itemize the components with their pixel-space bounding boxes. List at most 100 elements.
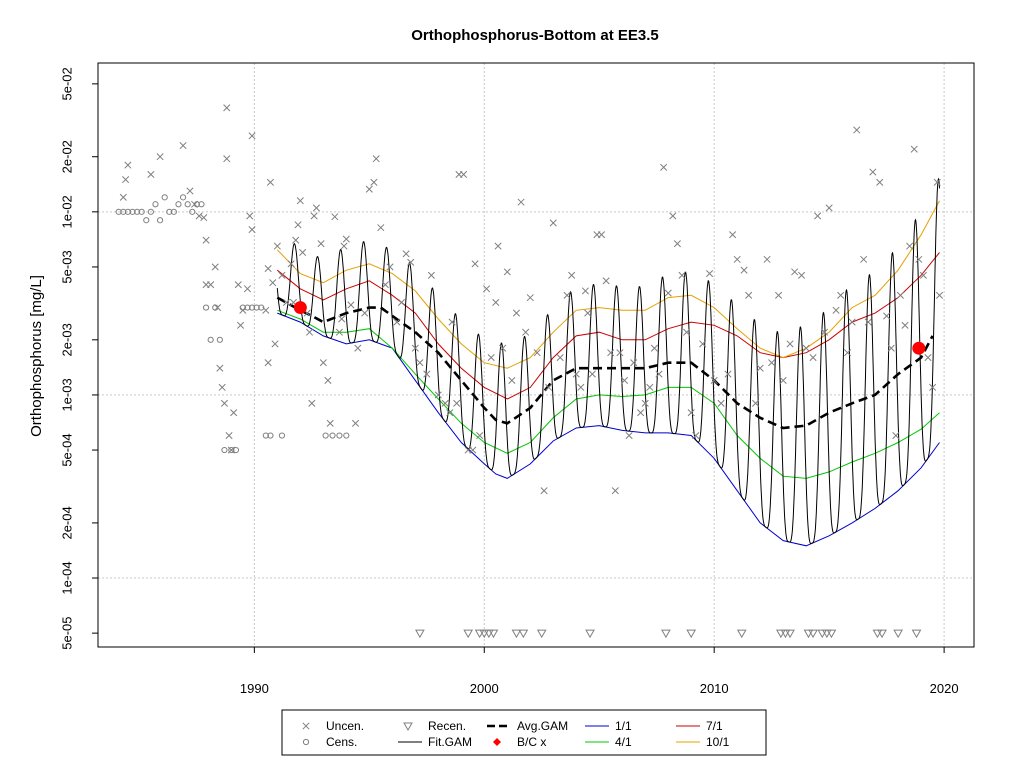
y-tick-label: 1e-02 xyxy=(59,195,74,228)
uncensored-point xyxy=(411,344,419,352)
bc-point xyxy=(912,341,926,355)
uncensored-point xyxy=(933,178,941,186)
uncensored-point xyxy=(724,370,732,378)
uncensored-point xyxy=(901,321,909,329)
legend-label: 4/1 xyxy=(615,735,632,749)
y-tick-label: 2e-04 xyxy=(59,506,74,539)
legend-label: 1/1 xyxy=(615,719,632,733)
recensored-point xyxy=(474,629,485,639)
uncensored-point xyxy=(122,176,130,184)
censored-point xyxy=(193,201,200,208)
uncensored-point xyxy=(487,354,495,362)
legend-symbol-diamond-icon xyxy=(493,738,501,746)
censored-point xyxy=(124,208,131,215)
uncensored-point xyxy=(745,291,753,299)
recensored-point xyxy=(463,629,474,639)
censored-point xyxy=(336,432,343,439)
uncensored-point xyxy=(775,291,783,299)
legend-item: Avg.GAM xyxy=(487,719,568,733)
recensored-point xyxy=(808,629,818,639)
x-tick-label: 2020 xyxy=(930,681,959,696)
uncensored-point xyxy=(202,236,210,244)
recensored-point xyxy=(877,629,887,639)
grid xyxy=(98,63,974,647)
uncensored-point xyxy=(266,178,274,186)
uncensored-point xyxy=(460,170,468,179)
uncensored-point xyxy=(597,231,606,239)
uncensored-point xyxy=(499,344,507,352)
recensored-point xyxy=(511,629,522,639)
censored-point xyxy=(253,304,260,311)
uncensored-point xyxy=(340,242,348,250)
uncensored-point xyxy=(264,359,272,367)
recensored-point xyxy=(661,629,671,639)
y-tick-label: 2e-03 xyxy=(59,323,74,356)
recensored-point xyxy=(780,629,791,639)
censored-point xyxy=(216,336,223,343)
uncensored-point xyxy=(494,242,502,250)
legend-item: 7/1 xyxy=(676,719,723,733)
uncensored-point xyxy=(448,318,456,326)
recensored-point xyxy=(803,629,814,639)
legend-label: Cens. xyxy=(326,735,357,749)
uncensored-point xyxy=(630,359,638,367)
recensored-point xyxy=(415,629,425,639)
uncensored-point xyxy=(338,315,346,323)
uncensored-point xyxy=(814,212,822,220)
censored-point xyxy=(133,208,141,215)
uncensored-point xyxy=(798,271,806,279)
uncensored-point xyxy=(733,255,741,263)
uncensored-point xyxy=(673,240,681,248)
censored-point xyxy=(161,194,168,201)
season-line-10-1 xyxy=(276,200,940,369)
uncensored-point xyxy=(848,318,856,326)
censored-point xyxy=(138,208,145,215)
uncensored-point xyxy=(326,419,334,427)
uncensored-point xyxy=(533,349,541,357)
uncensored-point xyxy=(853,126,861,134)
uncensored-point xyxy=(471,260,479,268)
uncensored-point xyxy=(832,306,840,314)
recensored-point xyxy=(911,629,922,639)
uncensored-point xyxy=(393,318,401,326)
y-tick-label: 1e-03 xyxy=(59,378,74,411)
censored-point xyxy=(329,432,336,439)
uncensored-point xyxy=(361,309,369,317)
legend-label: 7/1 xyxy=(706,719,723,733)
uncensored-point xyxy=(568,271,576,279)
censored-point xyxy=(156,217,164,224)
y-tick-label: 5e-04 xyxy=(59,433,74,466)
legend-item: 1/1 xyxy=(585,719,632,733)
recensored-point xyxy=(518,629,529,639)
uncensored-point xyxy=(540,487,548,495)
uncensored-point xyxy=(508,376,516,384)
uncensored-point xyxy=(287,260,295,268)
uncensored-point xyxy=(317,240,325,248)
uncensored-point xyxy=(545,383,553,391)
uncensored-point xyxy=(843,349,852,357)
uncensored-point xyxy=(294,221,302,229)
legend-item: Cens. xyxy=(302,735,357,749)
uncensored-point xyxy=(305,328,314,336)
uncensored-point xyxy=(581,287,589,295)
legend-symbol-triangle-icon xyxy=(403,722,413,732)
uncensored-point xyxy=(354,344,362,352)
uncensored-point xyxy=(802,344,810,352)
season-line-7-1 xyxy=(276,252,940,400)
censored-point xyxy=(143,217,150,224)
uncensored-point xyxy=(248,226,256,234)
uncensored-point xyxy=(892,431,900,440)
censored-point xyxy=(244,304,251,311)
bc-point xyxy=(293,301,307,315)
x-tick-label: 2000 xyxy=(470,681,499,696)
uncensored-point xyxy=(935,291,944,299)
censored-point xyxy=(267,432,274,439)
uncensored-point xyxy=(386,263,394,271)
uncensored-point xyxy=(729,231,737,239)
y-tick-label: 1e-04 xyxy=(59,561,74,594)
uncensored-point xyxy=(377,224,385,232)
uncensored-point xyxy=(492,298,500,306)
uncensored-point xyxy=(919,271,927,279)
censored-point xyxy=(248,304,256,311)
